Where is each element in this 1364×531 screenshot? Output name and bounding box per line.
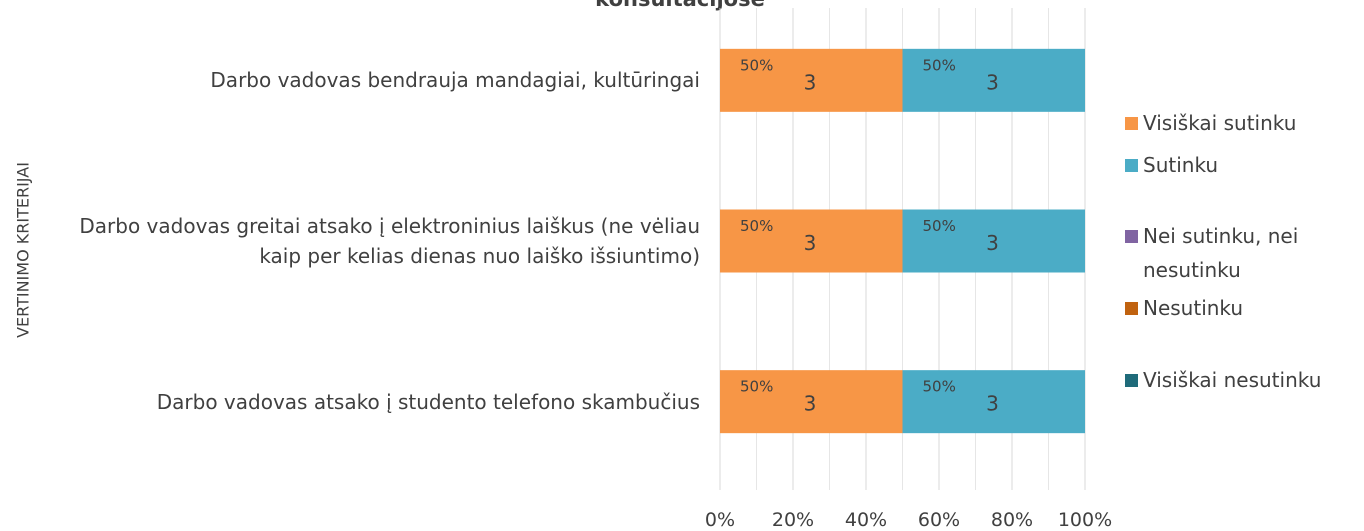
category-label: Darbo vadovas atsako į studento telefono… [156, 389, 700, 414]
count-label: 3 [986, 392, 999, 416]
x-tick-label: 80% [991, 509, 1033, 531]
legend-label: Sutinku [1143, 153, 1219, 177]
category-label: Darbo vadovas bendrauja mandagiai, kultū… [210, 68, 700, 93]
legend-swatch [1125, 230, 1138, 243]
category-label: Darbo vadovas greitai atsako į elektroni… [79, 214, 700, 268]
count-label: 3 [986, 70, 999, 94]
legend-entry: Visiškai sutinku [1125, 106, 1364, 140]
chart-title: konsultacijose [595, 0, 765, 11]
legend-swatch [1125, 117, 1138, 130]
count-label: 3 [804, 231, 817, 255]
legend-entry: Sutinku [1125, 148, 1364, 182]
legend-entry: Nei sutinku, nei nesutinku [1125, 219, 1364, 287]
bar-segment [902, 370, 1085, 434]
legend-entry: Visiškai nesutinku [1125, 363, 1364, 397]
count-label: 3 [804, 392, 817, 416]
x-tick-label: 40% [845, 509, 887, 531]
x-tick-label: 100% [1058, 509, 1112, 531]
legend-label: Visiškai sutinku [1143, 111, 1297, 135]
count-label: 3 [804, 70, 817, 94]
x-tick-label: 20% [772, 509, 814, 531]
bar-segment [902, 48, 1085, 112]
y-axis-label: VERTINIMO KRITERIJAI [14, 162, 33, 338]
bar-segment [720, 48, 903, 112]
legend-swatch [1125, 159, 1138, 172]
value-label: 50% [740, 378, 773, 396]
bar-segment [720, 209, 903, 273]
value-label: 50% [923, 217, 956, 235]
legend-swatch [1125, 374, 1138, 387]
value-label: 50% [923, 378, 956, 396]
legend-label: Visiškai nesutinku [1143, 368, 1322, 392]
value-label: 50% [740, 56, 773, 74]
legend-label: Nei sutinku, nei nesutinku [1143, 224, 1299, 282]
value-label: 50% [740, 217, 773, 235]
count-label: 3 [986, 231, 999, 255]
value-label: 50% [923, 56, 956, 74]
legend-entry: Nesutinku [1125, 291, 1364, 325]
legend-label: Nesutinku [1143, 296, 1244, 320]
bar-segment [902, 209, 1085, 273]
legend-swatch [1125, 302, 1138, 315]
x-tick-label: 0% [705, 509, 735, 531]
bar-segment [720, 370, 903, 434]
x-tick-label: 60% [918, 509, 960, 531]
